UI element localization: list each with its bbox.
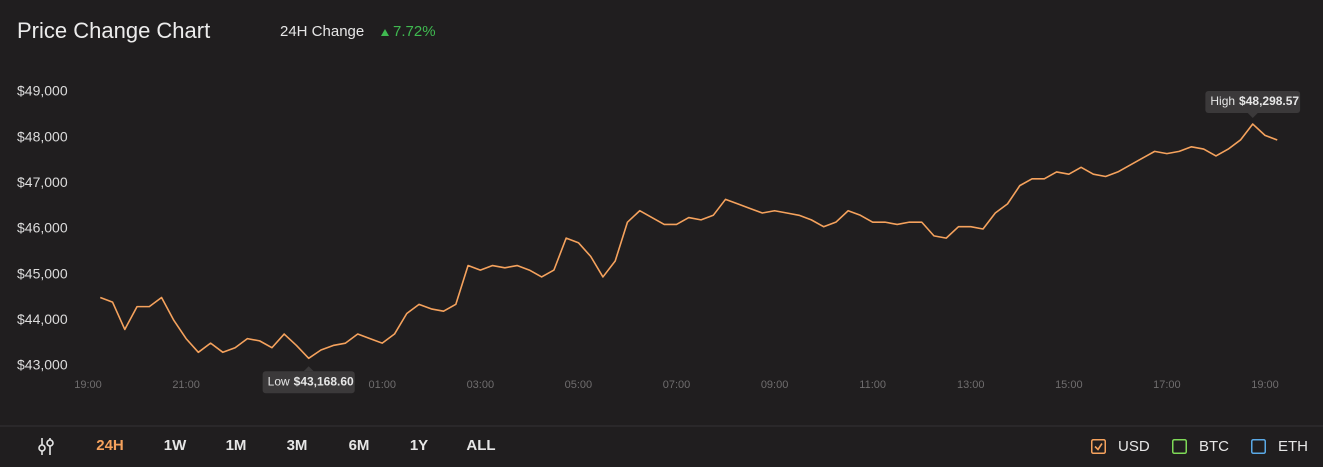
range-tab[interactable]: 1Y bbox=[410, 437, 428, 454]
range-tab[interactable]: 1W bbox=[164, 437, 187, 454]
checkbox[interactable] bbox=[1251, 439, 1266, 454]
title: Price Change Chart bbox=[17, 18, 210, 43]
tooltip-pointer bbox=[1247, 113, 1258, 119]
change-value: 7.72% bbox=[393, 23, 436, 40]
x-tick-label: 11:00 bbox=[859, 379, 886, 391]
x-tick-label: 09:00 bbox=[761, 379, 789, 391]
tooltip-value: $43,168.60 bbox=[294, 374, 354, 388]
x-tick-label: 15:00 bbox=[1055, 379, 1083, 391]
x-tick-label: 17:00 bbox=[1153, 379, 1181, 391]
tooltip-label: High bbox=[1210, 94, 1235, 108]
y-tick-label: $44,000 bbox=[17, 311, 68, 327]
x-tick-label: 21:00 bbox=[172, 379, 200, 391]
checkbox[interactable] bbox=[1172, 439, 1187, 454]
tooltip-text: High $48,298.57 bbox=[1210, 94, 1299, 108]
currency-toggle[interactable]: USD bbox=[1091, 438, 1150, 455]
tooltip-value: $48,298.57 bbox=[1239, 94, 1299, 108]
y-tick-label: $43,000 bbox=[17, 357, 68, 373]
tooltip-box bbox=[1205, 91, 1301, 114]
y-tick-label: $46,000 bbox=[17, 220, 68, 236]
checkmark bbox=[1094, 443, 1103, 451]
x-tick-label: 07:00 bbox=[663, 379, 691, 391]
x-tick-label: 03:00 bbox=[467, 379, 495, 391]
tooltip: Low $43,168.60 bbox=[262, 366, 355, 394]
tooltip: High $48,298.57 bbox=[1205, 91, 1301, 119]
chart-type-icon[interactable] bbox=[38, 438, 54, 455]
x-tick-label: 19:00 bbox=[74, 379, 102, 391]
currency-label: USD bbox=[1118, 438, 1150, 455]
range-tab[interactable]: 24H bbox=[96, 437, 124, 454]
currency-toggle[interactable]: ETH bbox=[1251, 438, 1308, 455]
tooltip-box bbox=[262, 371, 355, 394]
y-tick-label: $45,000 bbox=[17, 265, 68, 281]
range-tab[interactable]: 1M bbox=[226, 437, 247, 454]
currency-label: ETH bbox=[1278, 438, 1308, 455]
change-label: 24H Change bbox=[280, 23, 364, 40]
range-tab[interactable]: 3M bbox=[287, 437, 308, 454]
price-line bbox=[99, 123, 1278, 360]
range-tab[interactable]: ALL bbox=[466, 437, 495, 454]
y-tick-label: $48,000 bbox=[17, 128, 68, 144]
checkbox[interactable] bbox=[1091, 439, 1106, 454]
y-tick-label: $49,000 bbox=[17, 83, 68, 99]
y-tick-label: $47,000 bbox=[17, 174, 68, 190]
tooltip-label: Low bbox=[268, 374, 290, 388]
x-tick-label: 05:00 bbox=[565, 379, 593, 391]
range-tab[interactable]: 6M bbox=[349, 437, 370, 454]
x-tick-label: 13:00 bbox=[957, 379, 985, 391]
x-tick-label: 01:00 bbox=[368, 379, 396, 391]
change-arrow bbox=[381, 29, 389, 36]
currency-toggle[interactable]: BTC bbox=[1172, 438, 1229, 455]
tooltip-text: Low $43,168.60 bbox=[268, 374, 354, 388]
currency-label: BTC bbox=[1199, 438, 1229, 455]
tooltip-pointer bbox=[303, 366, 314, 372]
x-tick-label: 19:00 bbox=[1251, 379, 1279, 391]
